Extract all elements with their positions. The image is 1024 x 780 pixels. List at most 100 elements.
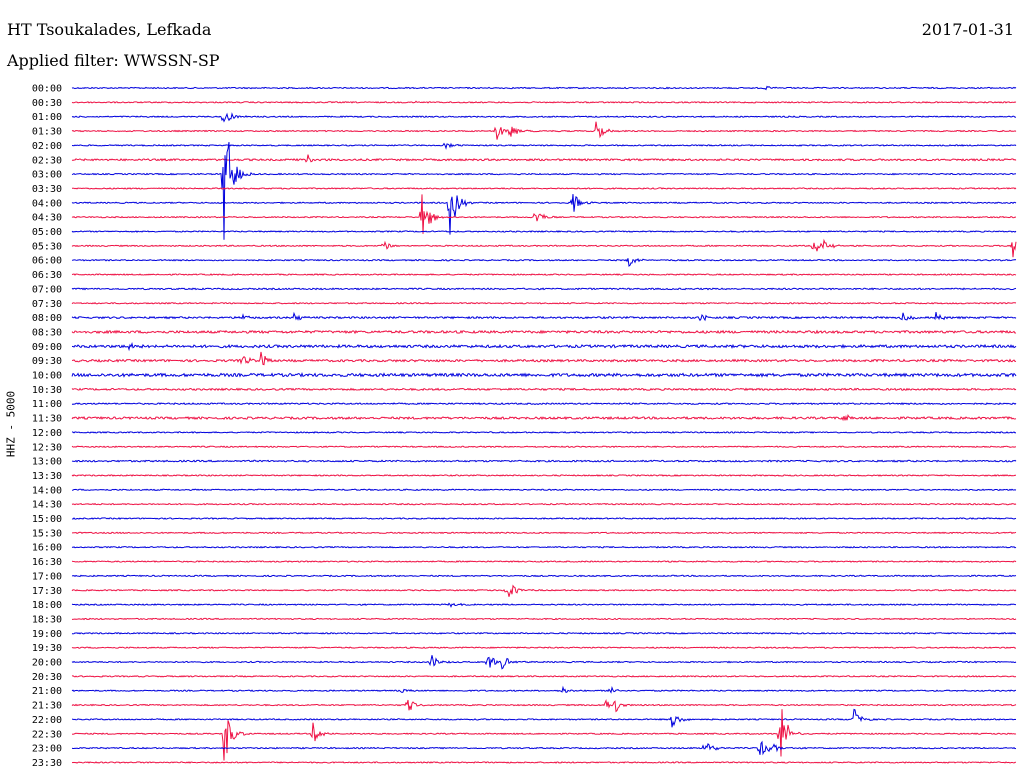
tick-label-2100: 21:00	[32, 686, 62, 697]
tick-label-2030: 20:30	[32, 672, 62, 683]
trace-0500	[71, 230, 1017, 233]
tick-label-1700: 17:00	[32, 571, 62, 582]
tick-label-0600: 06:00	[32, 256, 62, 267]
trace-0900	[71, 341, 1017, 352]
tick-label-1330: 13:30	[32, 471, 62, 482]
tick-label-0800: 08:00	[32, 313, 62, 324]
trace-1330	[71, 474, 1017, 477]
trace-2000	[71, 655, 1017, 670]
trace-0430	[71, 194, 1016, 234]
tick-label-1130: 11:30	[32, 414, 62, 425]
trace-0930	[72, 351, 1017, 366]
tick-label-2200: 22:00	[32, 715, 62, 726]
filter-label: Applied filter: WWSSN-SP	[7, 51, 220, 70]
trace-1630	[71, 560, 1017, 563]
date-label: 2017-01-31	[921, 20, 1014, 39]
tick-label-1030: 10:30	[32, 385, 62, 396]
tick-label-1300: 13:00	[32, 457, 62, 468]
tick-label-1630: 16:30	[32, 557, 62, 568]
tick-label-1400: 14:00	[32, 485, 62, 496]
trace-2300	[71, 740, 1017, 756]
trace-1430	[71, 502, 1017, 506]
trace-1500	[71, 517, 1017, 520]
tick-label-1230: 12:30	[32, 442, 62, 453]
tick-label-2130: 21:30	[32, 701, 62, 712]
tick-label-1900: 19:00	[32, 629, 62, 640]
trace-1130	[71, 413, 1017, 422]
time-tick-labels: 00:00 00:30 01:00 01:30 02:00 02:30 03:00 03:30…	[32, 84, 62, 769]
trace-1830	[71, 617, 1017, 621]
trace-0700	[71, 287, 1017, 291]
trace-0330	[71, 187, 1017, 190]
trace-0400	[71, 194, 1017, 235]
trace-0000	[71, 85, 1017, 91]
trace-1700	[71, 574, 1017, 578]
tick-label-0630: 06:30	[32, 270, 62, 281]
trace-0130	[71, 121, 1017, 140]
trace-1930	[71, 646, 1016, 649]
trace-1200	[71, 431, 1017, 434]
tick-label-2300: 23:00	[32, 744, 62, 755]
trace-1600	[71, 545, 1017, 549]
tick-label-1430: 14:30	[32, 500, 62, 511]
tick-label-0230: 02:30	[32, 155, 62, 166]
tick-label-1800: 18:00	[32, 600, 62, 611]
trace-2330	[71, 761, 1017, 764]
station-title: HT Tsoukalades, Lefkada	[7, 20, 212, 39]
tick-label-0830: 08:30	[32, 327, 62, 338]
tick-label-1530: 15:30	[32, 528, 62, 539]
tick-label-1200: 12:00	[32, 428, 62, 439]
tick-label-0530: 05:30	[32, 241, 62, 252]
tick-label-0930: 09:30	[32, 356, 62, 367]
tick-label-1000: 10:00	[32, 371, 62, 382]
tick-label-0000: 00:00	[32, 84, 62, 95]
trace-1730	[71, 584, 1017, 597]
trace-0630	[71, 273, 1017, 276]
tick-label-1500: 15:00	[32, 514, 62, 525]
trace-0730	[71, 301, 1017, 305]
tick-label-1100: 11:00	[32, 399, 62, 410]
trace-0030	[71, 100, 1017, 104]
tick-label-1730: 17:30	[32, 586, 62, 597]
trace-1300	[71, 459, 1017, 463]
trace-1530	[72, 531, 1017, 535]
trace-0800	[71, 311, 1017, 322]
trace-0600	[71, 258, 1017, 267]
tick-label-2230: 22:30	[32, 729, 62, 740]
trace-2030	[71, 675, 1017, 678]
tick-label-0400: 04:00	[32, 198, 62, 209]
trace-1100	[71, 402, 1017, 406]
tick-label-0130: 01:30	[32, 127, 62, 138]
tick-label-0330: 03:30	[32, 184, 62, 195]
trace-0200	[71, 142, 1017, 150]
tick-label-0100: 01:00	[32, 112, 62, 123]
tick-label-0200: 02:00	[32, 141, 62, 152]
trace-1230	[71, 445, 1016, 449]
tick-label-0900: 09:00	[32, 342, 62, 353]
tick-label-1830: 18:30	[32, 614, 62, 625]
trace-0830	[71, 329, 1017, 335]
trace-0100	[71, 112, 1017, 123]
seismic-traces	[71, 85, 1017, 764]
trace-0530	[71, 238, 1017, 258]
tick-label-0430: 04:30	[32, 213, 62, 224]
tick-label-2000: 20:00	[32, 658, 62, 669]
tick-label-0030: 00:30	[32, 98, 62, 109]
trace-1400	[71, 488, 1017, 492]
tick-label-0300: 03:00	[32, 170, 62, 181]
tick-label-1930: 19:30	[32, 643, 62, 654]
trace-2200	[71, 708, 1017, 728]
trace-1800	[71, 602, 1016, 608]
tick-label-0730: 07:30	[32, 299, 62, 310]
tick-label-2330: 23:30	[32, 758, 62, 769]
trace-2230	[71, 709, 1017, 761]
trace-2100	[71, 685, 1016, 694]
trace-2130	[71, 699, 1017, 713]
trace-1030	[71, 387, 1017, 392]
trace-1000	[71, 371, 1017, 378]
trace-0300	[71, 142, 1017, 240]
trace-0230	[71, 154, 1017, 163]
tick-label-0700: 07:00	[32, 284, 62, 295]
tick-label-1600: 16:00	[32, 543, 62, 554]
